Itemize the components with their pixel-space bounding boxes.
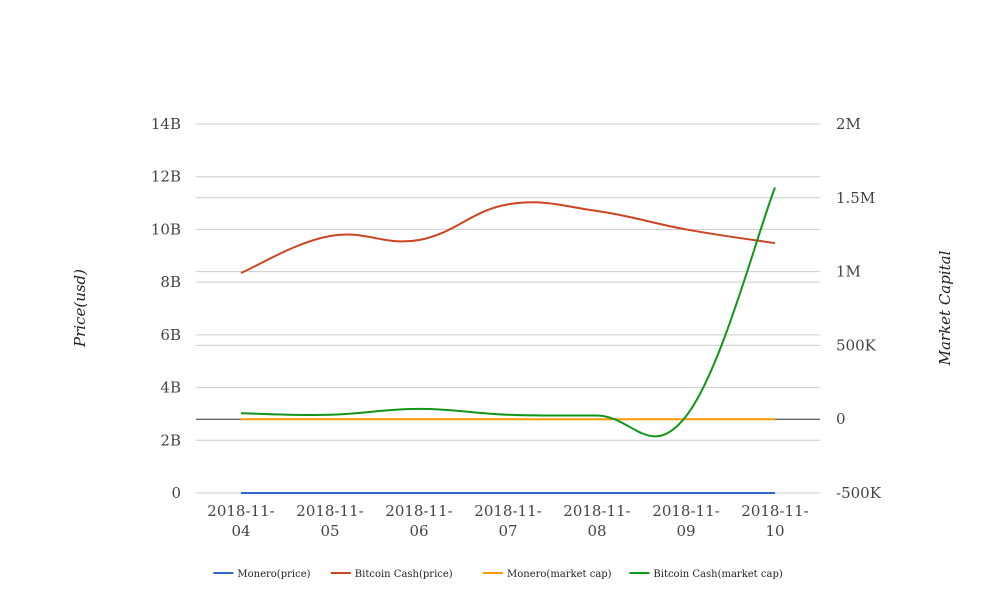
right-tick-label: 0 [836,410,846,428]
legend: Monero(price) Bitcoin Cash(price) Monero(m… [213,569,783,580]
left-tick-label: 4B [160,379,181,397]
right-tick-label: -500K [836,484,882,502]
right-tick-label: 500K [836,336,877,354]
right-tick-label: 1M [836,263,861,281]
x-axis-ticks: 2018-11-04 2018-11-05 2018-11-06 2018-11-07… [207,502,808,540]
series-lines [240,187,776,495]
x-tick-label: 2018-11-06 [385,502,452,540]
left-gridlines [196,123,820,494]
left-tick-label: 12B [151,168,181,186]
x-tick-label: 2018-11-04 [207,502,274,540]
left-tick-label: 8B [160,273,181,291]
legend-label-bitcoin-cash-market-cap: Bitcoin Cash(market cap) [653,569,782,580]
left-tick-label: 14B [151,115,181,133]
x-tick-label: 2018-11-05 [296,502,363,540]
left-tick-label: 0 [171,484,181,502]
left-tick-label: 2B [160,431,181,449]
legend-label-monero-price: Monero(price) [237,569,310,580]
x-tick-label: 2018-11-08 [563,502,630,540]
legend-label-bitcoin-cash-price: Bitcoin Cash(price) [355,569,453,580]
left-axis-ticks: 0 2B 4B 6B 8B 10B 12B 14B [151,115,181,502]
x-tick-label: 2018-11-10 [741,502,808,540]
left-axis-title: Price(usd) [71,269,89,348]
right-tick-label: 1.5M [836,189,875,207]
series-line-bitcoin-cash-market-cap [240,187,776,438]
left-tick-label: 6B [160,326,181,344]
left-tick-label: 10B [151,220,181,238]
right-axis-title: Market Capital [936,250,954,366]
series-line-bitcoin-cash-price [240,201,776,274]
right-axis-ticks: -500K 0 500K 1M 1.5M 2M [836,115,882,502]
right-gridlines [196,123,820,494]
right-tick-label: 2M [836,115,861,133]
x-tick-label: 2018-11-09 [652,502,719,540]
legend-label-monero-market-cap: Monero(market cap) [507,569,612,580]
x-tick-label: 2018-11-07 [474,502,541,540]
